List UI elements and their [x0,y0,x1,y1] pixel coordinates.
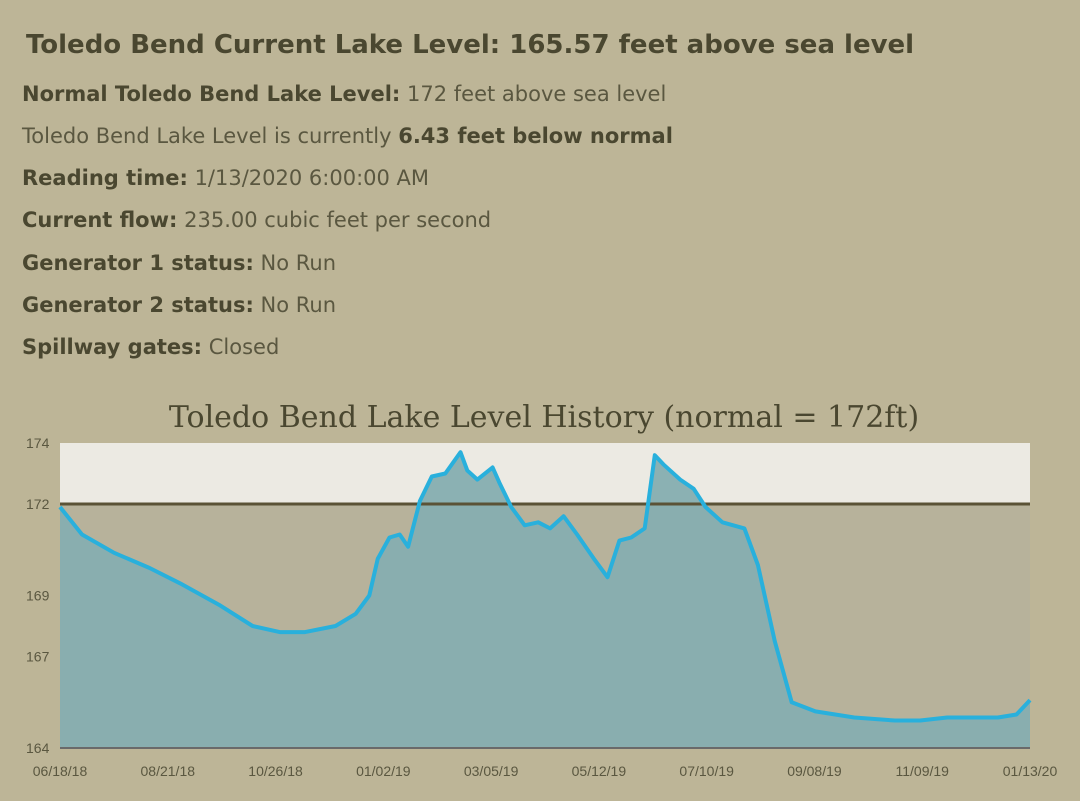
spillway-row: Spillway gates: Closed [22,335,279,359]
x-tick-label: 11/09/19 [895,763,949,779]
spillway-label: Spillway gates: [22,335,203,359]
x-tick-label: 06/18/18 [33,763,88,779]
reading-time-row: Reading time: 1/13/2020 6:00:00 AM [22,166,429,190]
x-tick-label: 01/13/20 [1003,763,1058,779]
x-tick-label: 01/02/19 [356,763,411,779]
y-tick-label: 174 [26,435,50,451]
y-tick-label: 167 [26,649,50,665]
normal-level-value: 172 feet above sea level [407,82,667,106]
x-tick-label: 09/08/19 [787,763,842,779]
reading-time-value: 1/13/2020 6:00:00 AM [194,166,430,190]
page-title: Toledo Bend Current Lake Level: 165.57 f… [26,30,915,60]
above-normal-band [60,443,1030,504]
below-normal-value: 6.43 feet below normal [398,124,673,148]
below-normal-row: Toledo Bend Lake Level is currently 6.43… [22,124,673,148]
generator-1-row: Generator 1 status: No Run [22,251,336,275]
y-axis-ticks: 174 172 169 167 164 [26,435,50,756]
x-tick-label: 07/10/19 [679,763,734,779]
x-tick-label: 08/21/18 [141,763,196,779]
generator-1-label: Generator 1 status: [22,251,254,275]
current-flow-label: Current flow: [22,208,178,232]
normal-level-label: Normal Toledo Bend Lake Level: [22,82,401,106]
y-tick-label: 172 [26,496,50,512]
y-tick-label: 164 [26,740,50,756]
current-flow-value: 235.00 cubic feet per second [184,208,492,232]
x-tick-label: 03/05/19 [464,763,519,779]
x-tick-label: 10/26/18 [248,763,303,779]
normal-level-row: Normal Toledo Bend Lake Level: 172 feet … [22,82,666,106]
reading-time-label: Reading time: [22,166,188,190]
x-axis-ticks: 06/18/18 08/21/18 10/26/18 01/02/19 03/05/19… [33,763,1058,779]
generator-2-row: Generator 2 status: No Run [22,293,336,317]
x-tick-label: 05/12/19 [572,763,627,779]
below-normal-prefix: Toledo Bend Lake Level is currently [22,124,392,148]
generator-2-label: Generator 2 status: [22,293,254,317]
generator-1-value: No Run [260,251,337,275]
generator-2-value: No Run [260,293,337,317]
y-tick-label: 169 [26,588,50,604]
lake-level-chart: 174 172 169 167 164 06/18/18 08/21/18 10/26/18… [26,435,1058,779]
spillway-value: Closed [208,335,280,359]
lake-level-line [58,450,1032,723]
chart-title: Toledo Bend Lake Level History (normal =… [168,400,920,435]
current-flow-row: Current flow: 235.00 cubic feet per seco… [22,208,491,232]
lake-level-area [60,452,1030,748]
